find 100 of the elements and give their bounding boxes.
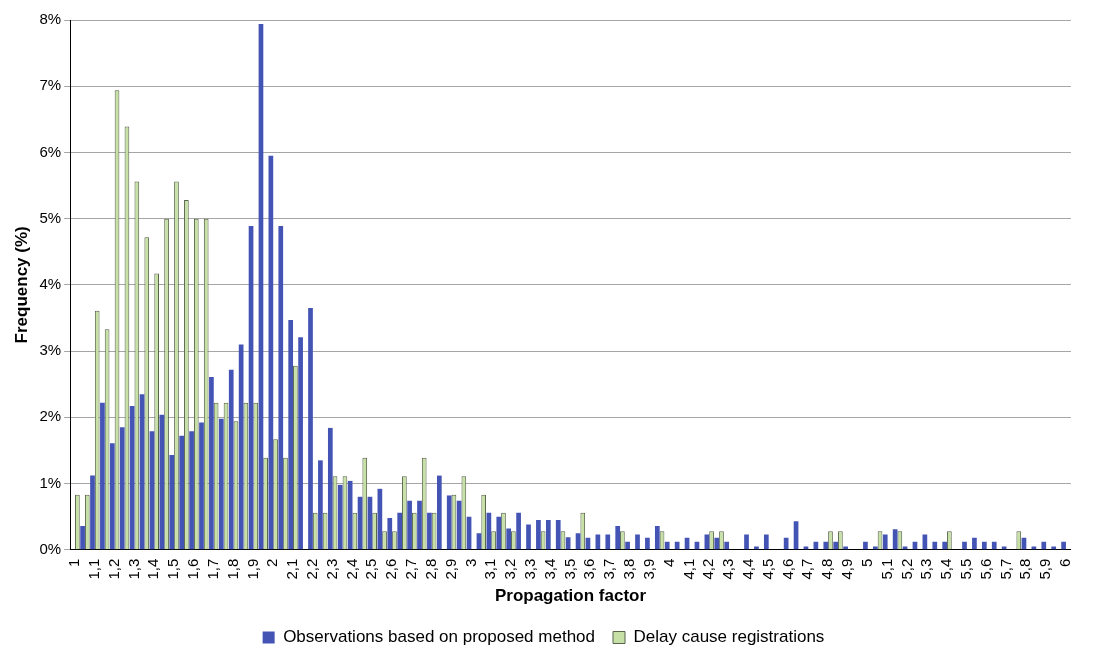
bar [218,418,224,550]
x-tick-label: 3,6 [580,558,598,580]
bar [863,541,868,550]
bar [516,512,521,550]
y-tick-label: 5% [39,208,62,226]
bar [763,534,769,550]
x-tick-label: 2,8 [421,558,439,580]
x-tick-label: 3,4 [540,558,558,580]
x-tick-label: 1,6 [184,558,202,580]
bar [397,512,403,550]
bar [387,517,393,550]
bar [744,534,749,550]
bar [179,435,185,550]
x-tick-label: 5,8 [1016,558,1034,580]
x-tick-label: 5,9 [1036,558,1054,580]
bar [536,519,541,550]
x-tick-label: 2 [263,558,281,568]
x-tick-label: 1 [65,558,83,568]
bar [308,308,313,550]
bar [932,541,938,550]
x-tick-label: 4,4 [739,558,756,580]
bar [417,500,422,550]
y-tick-label: 4% [39,275,62,293]
x-tick-label: 5,2 [897,558,915,580]
x-tick-label: 5,7 [996,558,1014,580]
x-tick-label: 3 [461,558,479,568]
bar [1051,546,1057,550]
bar [100,402,105,550]
bar [189,431,194,550]
bar [496,516,502,550]
x-tick-label: 4,2 [699,558,717,580]
bar [169,455,175,550]
bar [427,512,432,550]
x-tick-label: 4,1 [679,558,697,580]
y-tick-label: 0% [39,539,62,557]
x-tick-label: 2,5 [362,558,380,580]
bar [228,369,234,550]
x-tick-label: 5,5 [957,558,975,580]
x-tick-label: 4,6 [778,558,796,580]
bar [605,534,611,550]
x-tick-label: 1,2 [104,558,122,580]
x-tick-label: 2,2 [303,558,320,580]
bar [843,546,848,550]
bar [298,337,303,550]
bar [754,546,759,550]
x-tick-label: 3,7 [600,558,618,580]
bar [991,541,997,550]
x-tick-label: 3,3 [521,558,538,580]
x-tick-label: 5,3 [917,558,935,580]
x-tick-label: 3,2 [501,558,519,580]
bar [199,422,204,550]
x-tick-label: 3,9 [639,558,657,580]
x-tick-label: 4 [659,558,677,568]
bar [1001,546,1007,550]
bar [635,534,640,550]
bar [526,524,531,550]
x-tick-label: 1,4 [144,558,162,580]
bar [664,541,670,550]
bar [981,541,987,550]
x-tick-label: 5,6 [976,558,994,580]
y-axis-title: Frequency (%) [11,226,31,344]
bar [645,537,650,550]
bar [555,519,561,550]
bar [278,225,284,550]
x-tick-label: 1,8 [223,558,241,580]
x-tick-label: 1,5 [164,558,182,580]
x-tick-label: 2,6 [382,558,400,580]
bar [872,546,878,550]
bar [446,495,452,550]
legend-label: Delay cause registrations [633,627,825,647]
bar [823,541,829,550]
bar [209,376,214,550]
x-tick-label: 6 [1056,558,1074,568]
bar [545,519,551,550]
x-tick-label: 2,1 [283,558,301,580]
bar [615,525,621,550]
x-tick-label: 1,9 [243,558,261,580]
bar [942,541,948,550]
x-tick-label: 3,1 [481,558,499,580]
x-tick-label: 2,3 [322,558,340,580]
bar [1031,546,1037,550]
x-tick-label: 5 [857,558,875,568]
y-tick-label: 1% [39,473,62,491]
x-tick-label: 2,9 [441,558,459,580]
bar [1041,541,1047,550]
bar [90,475,95,550]
bar [288,319,294,550]
x-tick-label: 2,4 [342,558,360,580]
x-tick-label: 1,7 [203,558,221,580]
y-tick-label: 7% [39,76,62,94]
bar [654,525,660,550]
x-tick-label: 1,1 [84,558,102,580]
bar [80,525,85,550]
bar [962,541,967,550]
x-tick-label: 3,5 [560,558,578,580]
x-tick-label: 4,3 [719,558,737,580]
x-tick-label: 4,8 [818,558,836,580]
y-tick-label: 8% [39,10,62,28]
bar [337,484,343,550]
bar [625,541,630,550]
